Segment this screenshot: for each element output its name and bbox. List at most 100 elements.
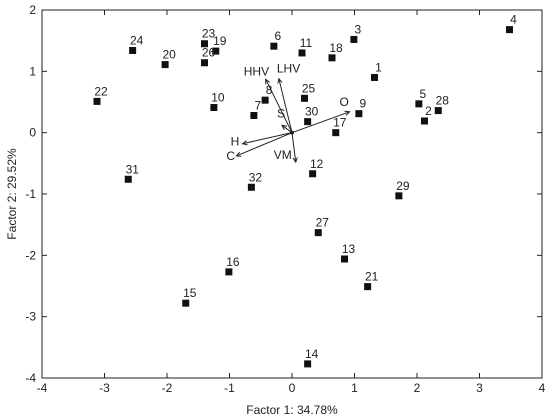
point-marker-5 xyxy=(415,100,423,108)
point-label-20: 20 xyxy=(162,48,176,62)
vector-label-hhv: HHV xyxy=(244,64,269,78)
point-marker-16 xyxy=(225,268,233,276)
point-marker-12 xyxy=(309,170,317,178)
vector-origin xyxy=(290,130,294,135)
point-label-6: 6 xyxy=(275,29,282,43)
point-label-26: 26 xyxy=(202,46,216,60)
loading-vector-hhv xyxy=(265,79,293,133)
point-label-9: 9 xyxy=(360,97,367,111)
vector-arrowhead xyxy=(281,124,288,130)
point-label-28: 28 xyxy=(436,94,450,108)
point-marker-29 xyxy=(395,192,403,200)
vector-arrowhead xyxy=(344,110,351,116)
loading-vector-o xyxy=(291,111,350,134)
x-tick-label: -3 xyxy=(99,381,110,395)
point-marker-18 xyxy=(328,54,336,62)
x-tick-label: 1 xyxy=(351,381,358,395)
point-label-4: 4 xyxy=(510,13,517,27)
y-axis-label: Factor 2: 29.52% xyxy=(5,148,19,240)
x-tick-label: -4 xyxy=(37,381,48,395)
point-label-22: 22 xyxy=(94,84,108,98)
x-axis-label: Factor 1: 34.78% xyxy=(246,403,338,417)
point-marker-30 xyxy=(304,118,312,126)
point-marker-28 xyxy=(434,107,442,115)
vector-label-h: H xyxy=(231,135,240,149)
point-label-2: 2 xyxy=(425,104,432,118)
point-marker-7 xyxy=(250,111,258,119)
point-label-30: 30 xyxy=(305,105,319,119)
point-label-32: 32 xyxy=(249,170,263,184)
point-marker-11 xyxy=(298,49,306,57)
point-label-25: 25 xyxy=(302,81,316,95)
point-marker-26 xyxy=(201,59,208,67)
y-tick-label: -1 xyxy=(25,187,36,201)
point-marker-19 xyxy=(212,47,220,55)
loading-vector-lhv xyxy=(278,78,293,133)
vector-label-c: C xyxy=(226,149,235,163)
point-label-12: 12 xyxy=(310,157,324,171)
y-tick-label: 1 xyxy=(29,64,36,78)
vector-arrowhead xyxy=(235,151,242,157)
point-marker-32 xyxy=(247,183,255,191)
point-marker-15 xyxy=(182,299,190,307)
loading-vector-s xyxy=(281,124,293,134)
x-tick-label: 4 xyxy=(539,381,546,395)
y-tick-label: 2 xyxy=(29,3,36,17)
point-marker-6 xyxy=(270,42,278,50)
point-marker-25 xyxy=(301,94,308,102)
point-marker-14 xyxy=(304,360,312,368)
point-label-14: 14 xyxy=(305,347,319,361)
point-label-24: 24 xyxy=(130,33,144,47)
y-tick-label: -2 xyxy=(25,248,36,262)
point-marker-17 xyxy=(332,129,340,137)
point-label-5: 5 xyxy=(420,87,427,101)
vector-label-s: S xyxy=(277,106,285,120)
point-label-19: 19 xyxy=(213,34,227,48)
y-tick-label: 0 xyxy=(29,126,36,140)
point-marker-1 xyxy=(371,73,378,81)
point-label-21: 21 xyxy=(365,270,379,284)
point-marker-22 xyxy=(93,97,101,105)
point-label-31: 31 xyxy=(126,162,140,176)
vector-label-lhv: LHV xyxy=(277,62,300,76)
loading-vector-h xyxy=(242,132,293,145)
point-marker-24 xyxy=(129,46,137,54)
point-label-1: 1 xyxy=(375,60,382,74)
point-marker-27 xyxy=(314,229,322,237)
point-marker-21 xyxy=(364,283,372,291)
x-tick-label: 2 xyxy=(414,381,421,395)
point-marker-9 xyxy=(355,110,363,118)
point-marker-20 xyxy=(161,61,169,69)
point-marker-4 xyxy=(506,26,513,34)
vector-arrowhead xyxy=(292,157,298,164)
point-label-15: 15 xyxy=(183,286,197,300)
point-label-18: 18 xyxy=(329,41,343,55)
x-tick-label: 0 xyxy=(289,381,296,395)
point-label-27: 27 xyxy=(316,216,330,230)
point-label-23: 23 xyxy=(202,27,216,41)
vector-label-o: O xyxy=(340,95,349,109)
y-tick-label: -4 xyxy=(25,371,36,385)
y-tick-label: -3 xyxy=(25,310,36,324)
point-marker-10 xyxy=(210,104,218,112)
point-label-17: 17 xyxy=(333,116,347,130)
point-marker-13 xyxy=(341,255,348,263)
point-label-13: 13 xyxy=(342,242,356,256)
x-tick-label: 3 xyxy=(476,381,483,395)
point-label-7: 7 xyxy=(255,98,262,112)
point-marker-23 xyxy=(201,40,208,48)
point-label-10: 10 xyxy=(211,91,225,105)
vector-arrowhead xyxy=(265,78,270,85)
vector-arrowhead xyxy=(277,77,283,84)
point-marker-3 xyxy=(350,35,358,43)
loading-vectors: HHV LHV S HC VM O xyxy=(226,62,351,164)
point-label-8: 8 xyxy=(266,83,273,97)
loading-vector-vm xyxy=(291,132,297,163)
point-marker-8 xyxy=(261,96,269,104)
point-marker-2 xyxy=(421,117,428,125)
point-label-11: 11 xyxy=(300,36,313,50)
point-marker-31 xyxy=(124,175,132,183)
x-tick-label: -2 xyxy=(162,381,173,395)
